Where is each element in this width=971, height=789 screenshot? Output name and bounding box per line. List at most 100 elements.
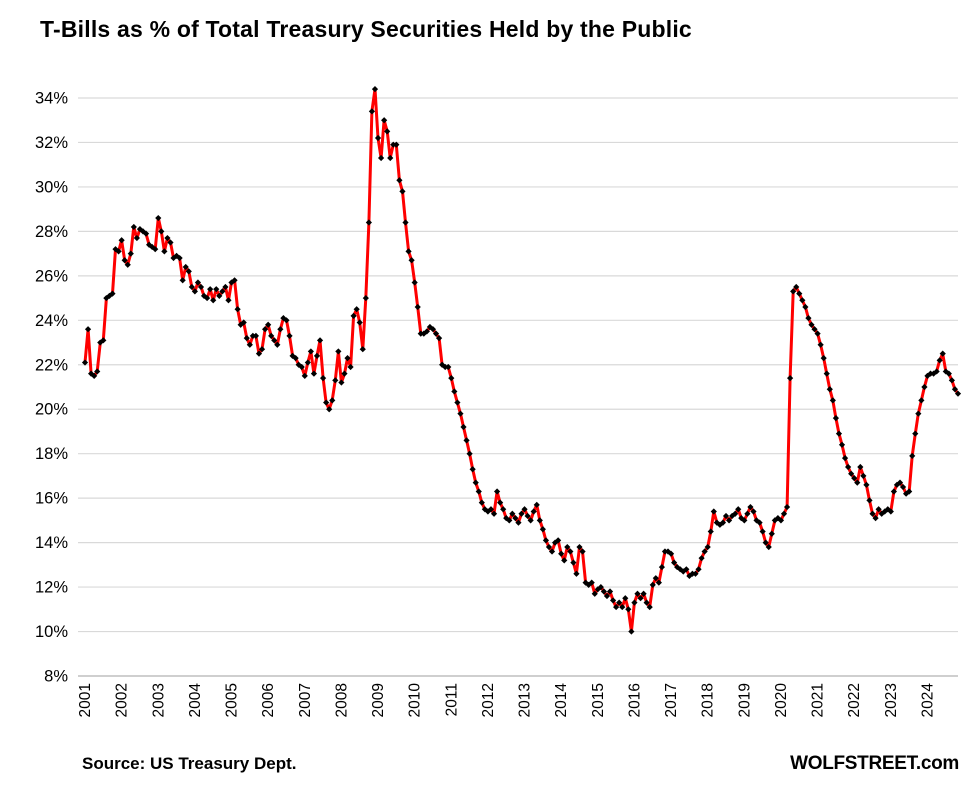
- data-point-marker: [790, 288, 797, 295]
- data-point-marker: [762, 539, 769, 546]
- data-point-marker: [616, 599, 623, 606]
- data-point-marker: [216, 292, 223, 299]
- y-tick-label: 24%: [35, 312, 68, 330]
- x-tick-label: 2007: [297, 683, 314, 717]
- data-point-marker: [109, 290, 116, 297]
- data-point-marker: [857, 463, 864, 471]
- data-point-marker: [722, 512, 730, 520]
- data-point-marker: [469, 466, 476, 473]
- data-point-marker: [536, 517, 543, 524]
- data-point-marker: [527, 517, 534, 524]
- data-point-marker: [817, 341, 824, 348]
- data-point-marker: [539, 526, 546, 533]
- data-point-marker: [533, 501, 540, 508]
- x-tick-label: 2006: [260, 683, 277, 717]
- data-point-marker: [695, 566, 702, 573]
- data-point-marker: [899, 483, 907, 491]
- y-axis-labels: 34% 32% 30% 28% 26% 24% 22% 20% 18% 16% 14% 12% 10% 8…: [35, 90, 68, 686]
- y-tick-label: 20%: [35, 401, 68, 419]
- data-point-marker: [84, 326, 92, 333]
- data-point-marker: [167, 239, 174, 246]
- data-point-marker: [555, 537, 562, 544]
- data-point-marker: [845, 463, 852, 471]
- data-point-marker: [97, 339, 104, 346]
- data-point-marker: [954, 390, 962, 397]
- data-point-marker: [423, 328, 430, 335]
- data-point-marker: [774, 515, 782, 522]
- y-tick-label: 12%: [35, 579, 68, 597]
- data-point-marker: [625, 606, 632, 613]
- data-point-marker: [91, 372, 98, 379]
- data-point-marker: [365, 219, 372, 226]
- data-point-marker: [863, 481, 870, 488]
- data-point-marker: [396, 177, 403, 184]
- data-point-marker: [512, 515, 519, 522]
- data-point-marker: [246, 341, 253, 348]
- data-point-marker: [252, 332, 260, 339]
- data-point-marker: [414, 303, 421, 311]
- data-point-marker: [805, 314, 812, 322]
- series-line-tbill-share: [83, 87, 960, 633]
- data-point-marker: [524, 512, 531, 520]
- data-point-marker: [234, 306, 241, 313]
- data-point-marker: [219, 288, 226, 295]
- data-point-marker: [756, 519, 763, 526]
- data-point-marker: [777, 517, 785, 524]
- data-point-marker: [768, 530, 775, 537]
- data-point-marker: [741, 517, 748, 524]
- x-tick-label: 2004: [187, 683, 204, 718]
- y-tick-label: 14%: [35, 534, 68, 552]
- data-point-marker: [335, 348, 342, 355]
- data-point-marker: [475, 488, 482, 495]
- data-point-marker: [823, 370, 830, 377]
- x-tick-label: 2022: [846, 683, 863, 717]
- x-tick-label: 2008: [333, 683, 350, 717]
- data-point-marker: [432, 330, 440, 337]
- data-point-marker: [402, 219, 409, 226]
- data-point-marker: [371, 86, 379, 93]
- data-point-marker: [881, 508, 888, 515]
- data-point-marker: [155, 214, 162, 222]
- data-point-marker: [225, 297, 232, 304]
- x-tick-label: 2020: [773, 683, 790, 718]
- data-point-marker: [271, 337, 278, 344]
- data-point-marker: [374, 134, 382, 142]
- data-point-marker: [542, 537, 550, 544]
- data-point-marker: [930, 370, 937, 377]
- y-tick-label: 32%: [35, 134, 68, 152]
- data-point-marker: [664, 548, 672, 555]
- data-point-marker: [451, 388, 458, 395]
- data-point-marker: [606, 588, 614, 595]
- x-tick-label: 2013: [517, 683, 534, 717]
- data-point-marker: [484, 508, 492, 515]
- data-point-marker: [158, 228, 165, 235]
- data-point-marker: [509, 510, 516, 517]
- data-point-marker: [133, 234, 140, 242]
- data-point-marker: [466, 450, 473, 457]
- data-point-marker: [115, 248, 122, 255]
- data-point-marker: [643, 599, 650, 606]
- data-point-marker: [710, 508, 717, 515]
- data-point-marker: [521, 506, 528, 513]
- data-point-marker: [387, 154, 394, 162]
- data-point-marker: [313, 352, 321, 359]
- data-point-marker: [457, 410, 464, 417]
- data-point-marker: [771, 517, 778, 524]
- data-point-marker: [194, 279, 202, 286]
- data-point-marker: [377, 154, 385, 162]
- data-point-marker: [362, 294, 369, 302]
- data-point-marker: [622, 595, 629, 602]
- data-point-marker: [88, 370, 95, 377]
- data-point-marker: [631, 599, 638, 606]
- data-point-marker: [753, 517, 760, 524]
- data-point-marker: [600, 588, 608, 595]
- data-point-marker: [472, 479, 479, 486]
- data-point-marker: [893, 481, 901, 488]
- data-point-marker: [588, 579, 595, 586]
- data-point-marker: [628, 628, 635, 635]
- data-point-marker: [851, 475, 858, 482]
- data-point-marker: [326, 406, 333, 413]
- data-point-marker: [677, 566, 684, 573]
- data-point-marker: [316, 337, 324, 344]
